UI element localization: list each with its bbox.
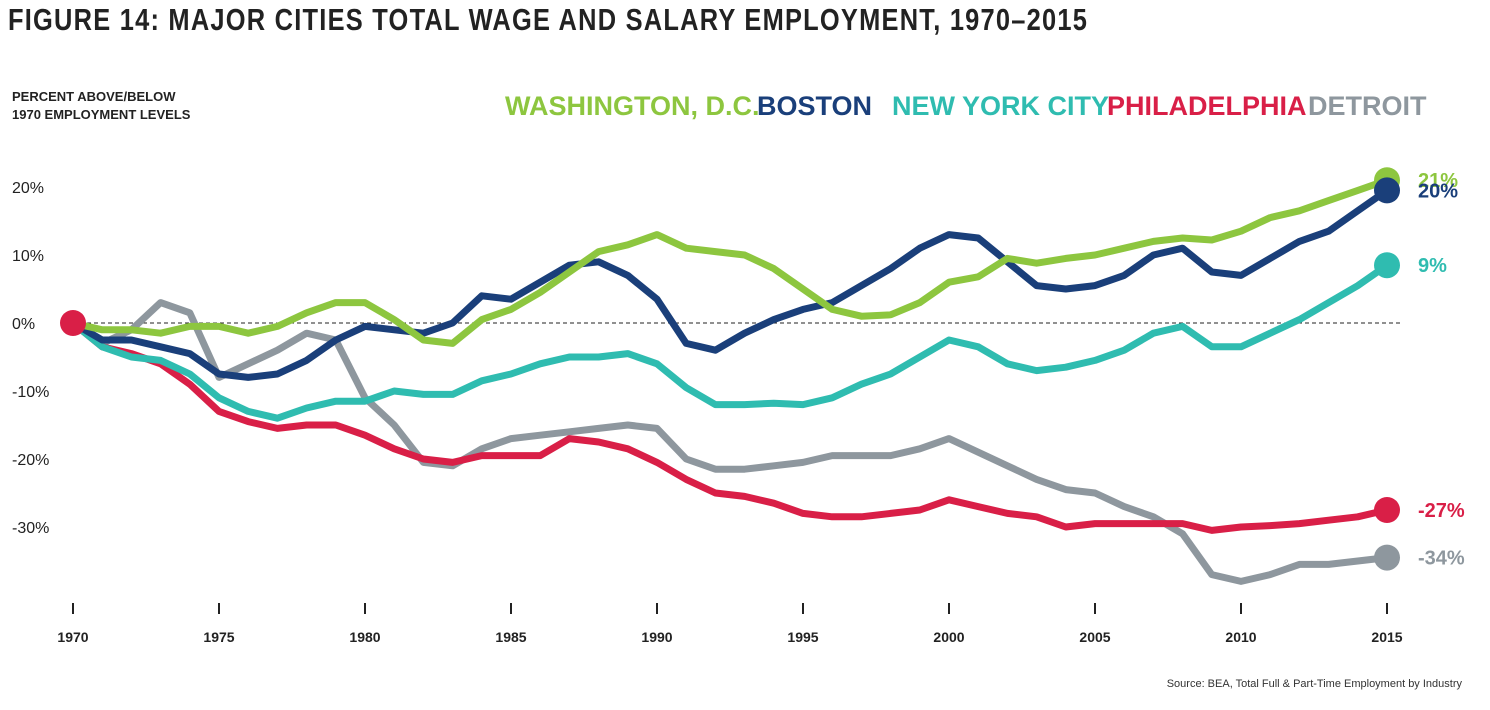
legend-entry: WASHINGTON, D.C. [505, 91, 760, 121]
end-label-washington-d-c: 21% [1418, 170, 1458, 192]
x-tick-label: 2000 [933, 629, 964, 645]
source-note: Source: BEA, Total Full & Part-Time Empl… [1166, 678, 1462, 690]
end-marker-boston [1374, 177, 1400, 204]
end-label-new-york-city: 9% [1418, 255, 1447, 277]
end-marker-new-york-city [1374, 252, 1400, 279]
x-tick-label: 1995 [787, 629, 818, 645]
x-tick-label: 1975 [203, 629, 234, 645]
y-axis-label-line-2: 1970 EMPLOYMENT LEVELS [12, 107, 191, 122]
axes: 20% 10% 0% -10% -20% -30% 1970 1975 1980 1985 1990… [12, 180, 1403, 645]
end-label-detroit: -34% [1418, 548, 1465, 570]
y-tick-label: 0% [12, 316, 35, 333]
x-tick-label: 1985 [495, 629, 526, 645]
y-tick-label: -10% [12, 384, 49, 401]
series-markers: 21%20% 9% -27% -34% [60, 167, 1465, 571]
legend: WASHINGTON, D.C.BOSTON NEW YORK CITYPHILA… [505, 91, 1427, 121]
y-axis-label-line-1: PERCENT ABOVE/BELOW [12, 89, 176, 104]
y-tick-label: 10% [12, 248, 44, 265]
y-axis-label: PERCENT ABOVE/BELOW 1970 EMPLOYMENT LEVE… [12, 88, 190, 124]
legend-entry: DETROIT [1308, 91, 1427, 121]
x-tick-label: 2005 [1079, 629, 1110, 645]
series-line-new-york-city [69, 261, 1391, 422]
x-tick-label: 1970 [57, 629, 88, 645]
end-label-philadelphia: -27% [1418, 500, 1465, 522]
legend-entry: BOSTON [757, 91, 872, 121]
start-marker [60, 310, 86, 336]
end-label-boston: 20% [1418, 180, 1458, 202]
series-line-washington-d-c [69, 176, 1391, 347]
series-line-boston [69, 186, 1391, 381]
x-tick-label: 1990 [641, 629, 672, 645]
y-tick-label: -20% [12, 452, 49, 469]
chart-title: FIGURE 14: MAJOR CITIES TOTAL WAGE AND S… [8, 2, 1089, 37]
x-tick-label: 2010 [1225, 629, 1256, 645]
series-line-philadelphia [69, 319, 1391, 534]
y-tick-label: -30% [12, 520, 49, 537]
y-tick-label: 20% [12, 180, 44, 197]
end-marker-detroit [1374, 544, 1400, 571]
legend-entry: PHILADELPHIA [1107, 91, 1307, 121]
legend-entry: NEW YORK CITY [892, 91, 1109, 121]
x-tick-label: 2015 [1371, 629, 1402, 645]
x-tick-label: 1980 [349, 629, 380, 645]
end-marker-philadelphia [1374, 497, 1400, 523]
series-lines [69, 176, 1391, 585]
